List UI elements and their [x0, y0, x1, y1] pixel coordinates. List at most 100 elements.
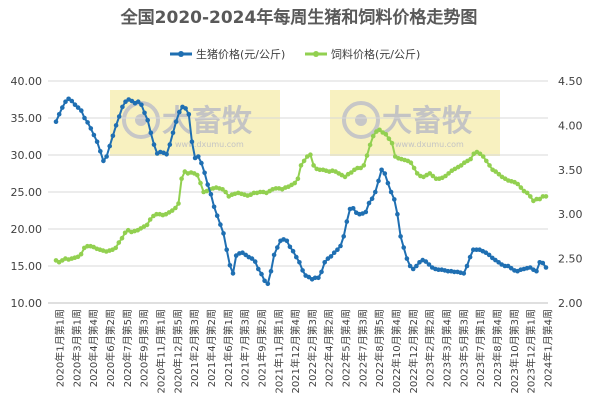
feed-price-point: [496, 171, 502, 177]
pig-price-point: [202, 170, 207, 176]
pig-price-point: [189, 139, 195, 144]
x-tick-label: 2022年12月第2周: [407, 309, 420, 394]
x-tick-label: 2020年12月第5周: [171, 309, 184, 394]
pig-price-point: [319, 269, 324, 275]
pig-price-point: [268, 268, 274, 274]
pig-price-point: [139, 102, 144, 107]
x-tick-label: 2020年3月第1周: [70, 309, 83, 387]
watermark-left: 大畜牧 www.dxumu.com: [110, 90, 280, 156]
pig-price-point: [199, 160, 204, 166]
pig-price-point: [101, 158, 106, 164]
pig-price-point: [85, 120, 90, 125]
pig-price-point: [227, 263, 233, 268]
watermark-brand-right: 大畜牧: [382, 104, 473, 139]
pig-price-point: [173, 119, 179, 124]
x-tick-label: 2021年9月第2周: [255, 309, 268, 387]
feed-price-point: [298, 163, 304, 168]
y-left-tick-label: 30.00: [11, 149, 43, 162]
feed-price-point: [223, 189, 228, 195]
pig-price-point: [177, 109, 182, 115]
pig-price-point: [53, 119, 59, 124]
feed-price-point: [75, 254, 81, 260]
pig-price-point: [392, 197, 397, 202]
feed-price-point: [518, 185, 524, 190]
feed-price-point: [364, 153, 370, 158]
feed-price-point: [116, 240, 122, 245]
pig-price-point: [113, 123, 119, 128]
x-tick-label: 2023年5月第3周: [457, 309, 470, 387]
pig-price-point: [461, 271, 467, 276]
pig-price-point: [104, 154, 109, 159]
pig-price-point: [287, 244, 293, 250]
pig-price-point: [63, 99, 68, 104]
feed-price-point: [386, 136, 392, 141]
feed-price-point: [122, 230, 128, 236]
feed-price-point: [515, 181, 520, 187]
feed-price-point: [524, 190, 530, 196]
pig-price-point: [91, 132, 97, 138]
pig-price-point: [414, 263, 419, 269]
pig-price-point: [404, 256, 410, 261]
pig-price-point: [249, 256, 255, 261]
pig-price-point: [328, 254, 334, 259]
pig-price-point: [221, 231, 226, 236]
pig-price-point: [214, 213, 220, 218]
pig-price-point: [363, 209, 369, 215]
feed-price-point: [147, 217, 153, 222]
x-tick-label: 2021年6月第1周: [222, 309, 235, 387]
pig-price-point: [262, 278, 267, 284]
feed-price-point: [113, 245, 118, 251]
feed-price-point: [537, 196, 542, 202]
pig-price-point: [271, 252, 277, 258]
pig-price-point: [312, 275, 318, 281]
pig-price-point: [338, 243, 343, 249]
y-right-tick-label: 3.50: [558, 164, 583, 177]
pig-price-point: [79, 108, 84, 113]
pig-price-point: [56, 112, 62, 117]
x-tick-label: 2022年2月第3周: [306, 309, 319, 387]
pig-price-point: [423, 259, 429, 264]
gridlines: [48, 80, 548, 304]
legend-label-pig: 生猪价格(元/公斤): [196, 47, 285, 61]
feed-price-point: [361, 163, 367, 168]
y-right-tick-label: 4.50: [558, 75, 583, 88]
pig-price-point: [208, 191, 214, 197]
pig-price-point: [290, 248, 296, 254]
pig-price-point: [255, 266, 261, 272]
y-left-tick-label: 25.00: [11, 186, 43, 199]
feed-price-point: [477, 151, 483, 157]
pig-price-point: [369, 196, 375, 201]
feed-price-point: [179, 176, 184, 181]
pig-price-point: [379, 167, 384, 173]
pig-price-point: [82, 115, 87, 121]
feed-price-point: [389, 140, 395, 146]
y-right-tick-label: 3.00: [558, 208, 583, 221]
pig-price-point: [502, 263, 508, 269]
pig-price-point: [366, 200, 372, 206]
pig-price-point: [508, 265, 514, 271]
watermark-url-right: www.dxumu.com: [395, 140, 464, 149]
series-pig-price: [53, 96, 549, 287]
pig-price-point: [167, 142, 173, 147]
x-tick-label: 2023年8月第4周: [491, 309, 504, 387]
x-tick-label: 2021年7月第3周: [239, 309, 252, 387]
y-axis-right: 2.00 2.50 3.00 3.50 4.00 4.50: [558, 75, 583, 310]
feed-price-point: [383, 132, 389, 137]
legend-marker-pig: [178, 51, 184, 57]
feed-price-point: [446, 171, 451, 176]
watermark-logo-dot-left: [135, 114, 147, 126]
pig-price-point: [300, 268, 305, 273]
pig-price-point: [186, 112, 192, 117]
feed-price-point: [468, 156, 473, 162]
feed-price-point: [176, 201, 181, 206]
pig-price-point: [376, 178, 381, 184]
feed-price-point: [195, 172, 200, 178]
feed-price-point: [154, 211, 159, 217]
pig-price-point: [265, 281, 271, 287]
chart-title: 全国2020-2024年每周生猪和饲料价格走势图: [120, 7, 478, 28]
feed-price-point: [301, 158, 307, 164]
pig-price-point: [88, 126, 94, 131]
y-left-tick-label: 10.00: [11, 297, 43, 310]
feed-price-point: [78, 251, 84, 257]
feed-price-point: [414, 171, 420, 176]
